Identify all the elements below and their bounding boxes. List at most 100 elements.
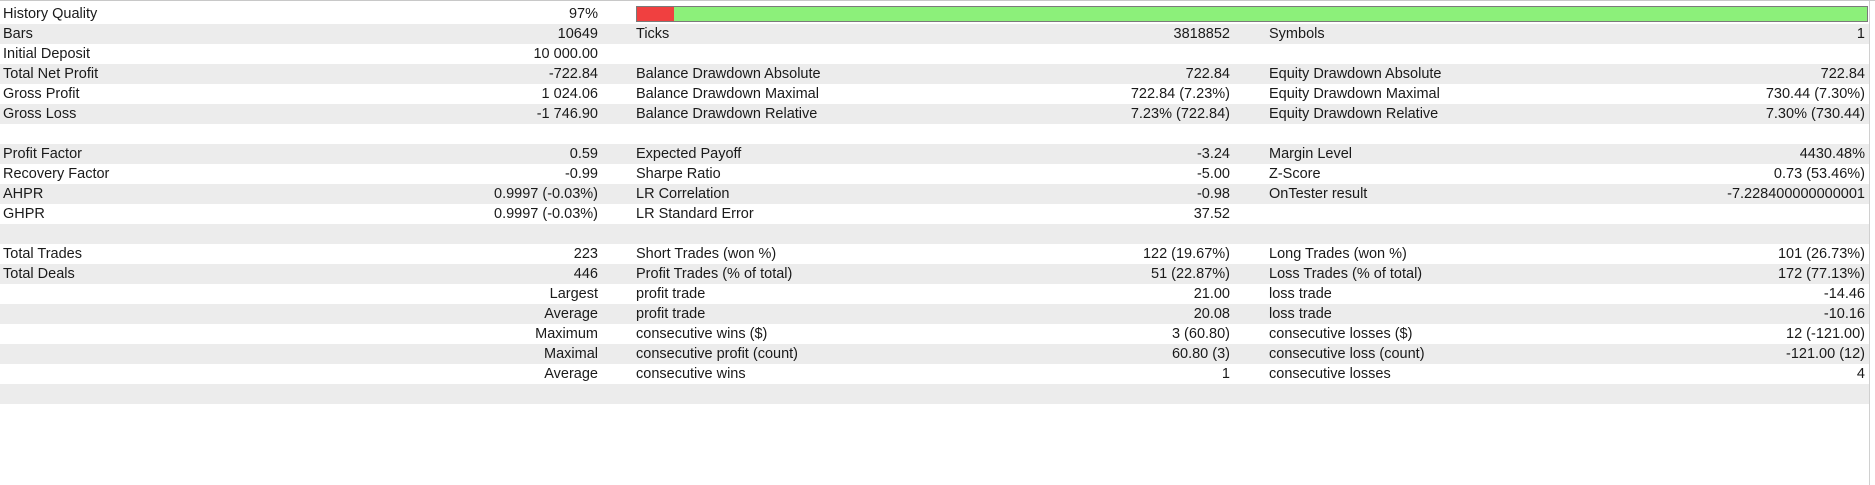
stat-label: consecutive losses (1269, 366, 1391, 382)
stat-value (900, 224, 1230, 244)
stat-value (1500, 44, 1865, 64)
stat-value (1500, 124, 1865, 144)
stat-value: 10 000.00 (533, 46, 598, 62)
stat-label: Bars (3, 26, 33, 42)
stats-row: Gross Profit 1 024.06 Balance Drawdown Max… (0, 84, 1869, 104)
stat-value: 12 (-121.00) (1786, 326, 1865, 342)
stat-label: LR Correlation (636, 186, 730, 202)
stats-row: Initial Deposit 10 000.00 (0, 44, 1869, 64)
stat-value: 101 (26.73%) (1777, 246, 1865, 262)
stat-label: Equity Drawdown Absolute (1269, 66, 1442, 82)
stat-value (900, 124, 1230, 144)
stat-value: 7.23% (722.84) (1130, 106, 1230, 122)
stat-value: 60.80 (3) (1171, 346, 1230, 362)
stat-value: Average (544, 306, 598, 322)
stat-label: Total Net Profit (3, 66, 99, 82)
stat-label: consecutive losses ($) (1269, 326, 1413, 342)
history-quality-row: History Quality 97% (0, 4, 1869, 24)
stats-row: Total Trades 223 Short Trades (won %) 122 (… (0, 244, 1869, 264)
stat-value (1500, 384, 1865, 404)
stat-value: 20.08 (1193, 306, 1230, 322)
stats-row (0, 384, 1869, 404)
stat-label: consecutive loss (count) (1269, 346, 1425, 362)
stats-row: Average profit trade 20.08 loss trade -10.16 (0, 304, 1869, 324)
stat-value (900, 44, 1230, 64)
stats-row: Maximum consecutive wins ($) 3 (60.80) cons… (0, 324, 1869, 344)
stat-label: Margin Level (1269, 146, 1353, 162)
stat-value: 722.84 (7.23%) (1130, 86, 1230, 102)
stats-row: Bars 10649 Ticks 3818852 Symbols 1 (0, 24, 1869, 44)
stat-value: Maximal (544, 346, 598, 362)
stat-value (300, 384, 598, 404)
stat-value: 122 (19.67%) (1142, 246, 1230, 262)
stat-label: Total Trades (3, 246, 82, 262)
stat-label: Loss Trades (% of total) (1269, 266, 1423, 282)
stats-row: Total Deals 446 Profit Trades (% of total)… (0, 264, 1869, 284)
stat-value: -0.98 (1196, 186, 1230, 202)
stat-label: Short Trades (won %) (636, 246, 777, 262)
stat-label: Expected Payoff (636, 146, 742, 162)
stat-value: 1 024.06 (541, 86, 598, 102)
stat-label: Balance Drawdown Absolute (636, 66, 821, 82)
stat-label: OnTester result (1269, 186, 1368, 202)
stat-label: Initial Deposit (3, 46, 91, 62)
stat-value (300, 224, 598, 244)
stats-row: Recovery Factor -0.99 Sharpe Ratio -5.00 Z-S… (0, 164, 1869, 184)
stat-label: Sharpe Ratio (636, 166, 721, 182)
stat-value: -7.228400000000001 (1727, 186, 1865, 202)
stat-value: 172 (77.13%) (1777, 266, 1865, 282)
history-quality-label: History Quality (3, 6, 98, 22)
stat-value: Largest (549, 286, 598, 302)
stat-label: Gross Loss (3, 106, 77, 122)
stat-value: 722.84 (1820, 66, 1865, 82)
stats-row: Average consecutive wins 1 consecutive loss… (0, 364, 1869, 384)
stat-label: Equity Drawdown Maximal (1269, 86, 1440, 102)
stat-label: consecutive wins (636, 366, 746, 382)
stat-value (1500, 204, 1865, 224)
stat-label: Balance Drawdown Relative (636, 106, 818, 122)
stat-label: profit trade (636, 286, 706, 302)
history-quality-value: 97% (568, 6, 598, 22)
stat-label: GHPR (3, 206, 45, 222)
stat-value: 446 (573, 266, 598, 282)
stat-value: 730.44 (7.30%) (1765, 86, 1865, 102)
stats-row: Gross Loss -1 746.90 Balance Drawdown Rela… (0, 104, 1869, 124)
stat-value: 21.00 (1193, 286, 1230, 302)
stats-row: GHPR 0.9997 (-0.03%) LR Standard Error 37.5… (0, 204, 1869, 224)
stats-row (0, 224, 1869, 244)
history-quality-missing-segment (637, 7, 674, 21)
stat-label: LR Standard Error (636, 206, 754, 222)
stat-value: 722.84 (1185, 66, 1230, 82)
stat-label: Z-Score (1269, 166, 1321, 182)
stat-value: 4 (1856, 366, 1865, 382)
history-quality-bar (636, 6, 1868, 22)
stat-label: Symbols (1269, 26, 1325, 42)
stat-value: 1 (1856, 26, 1865, 42)
stat-label: Ticks (636, 26, 670, 42)
stat-label: AHPR (3, 186, 44, 202)
stat-value: 3818852 (1173, 26, 1230, 42)
stat-label: Profit Trades (% of total) (636, 266, 793, 282)
stat-label: Recovery Factor (3, 166, 110, 182)
stat-value (1500, 224, 1865, 244)
stat-value: -10.16 (1823, 306, 1865, 322)
stats-row (0, 124, 1869, 144)
stat-label: Long Trades (won %) (1269, 246, 1407, 262)
stat-value: Average (544, 366, 598, 382)
stats-row: AHPR 0.9997 (-0.03%) LR Correlation -0.98 On… (0, 184, 1869, 204)
stats-row: Total Net Profit -722.84 Balance Drawdown … (0, 64, 1869, 84)
stat-value (900, 384, 1230, 404)
stats-row: Profit Factor 0.59 Expected Payoff -3.24 Mar… (0, 144, 1869, 164)
stat-value: 51 (22.87%) (1151, 266, 1230, 282)
stat-value: 0.59 (569, 146, 598, 162)
stat-label: Profit Factor (3, 146, 82, 162)
stat-value: 37.52 (1193, 206, 1230, 222)
stat-value: -5.00 (1196, 166, 1230, 182)
stat-value: 223 (573, 246, 598, 262)
stat-value: 1 (1221, 366, 1230, 382)
stat-label: Equity Drawdown Relative (1269, 106, 1439, 122)
stat-label: consecutive profit (count) (636, 346, 798, 362)
stat-label: loss trade (1269, 286, 1332, 302)
stat-label: Gross Profit (3, 86, 80, 102)
